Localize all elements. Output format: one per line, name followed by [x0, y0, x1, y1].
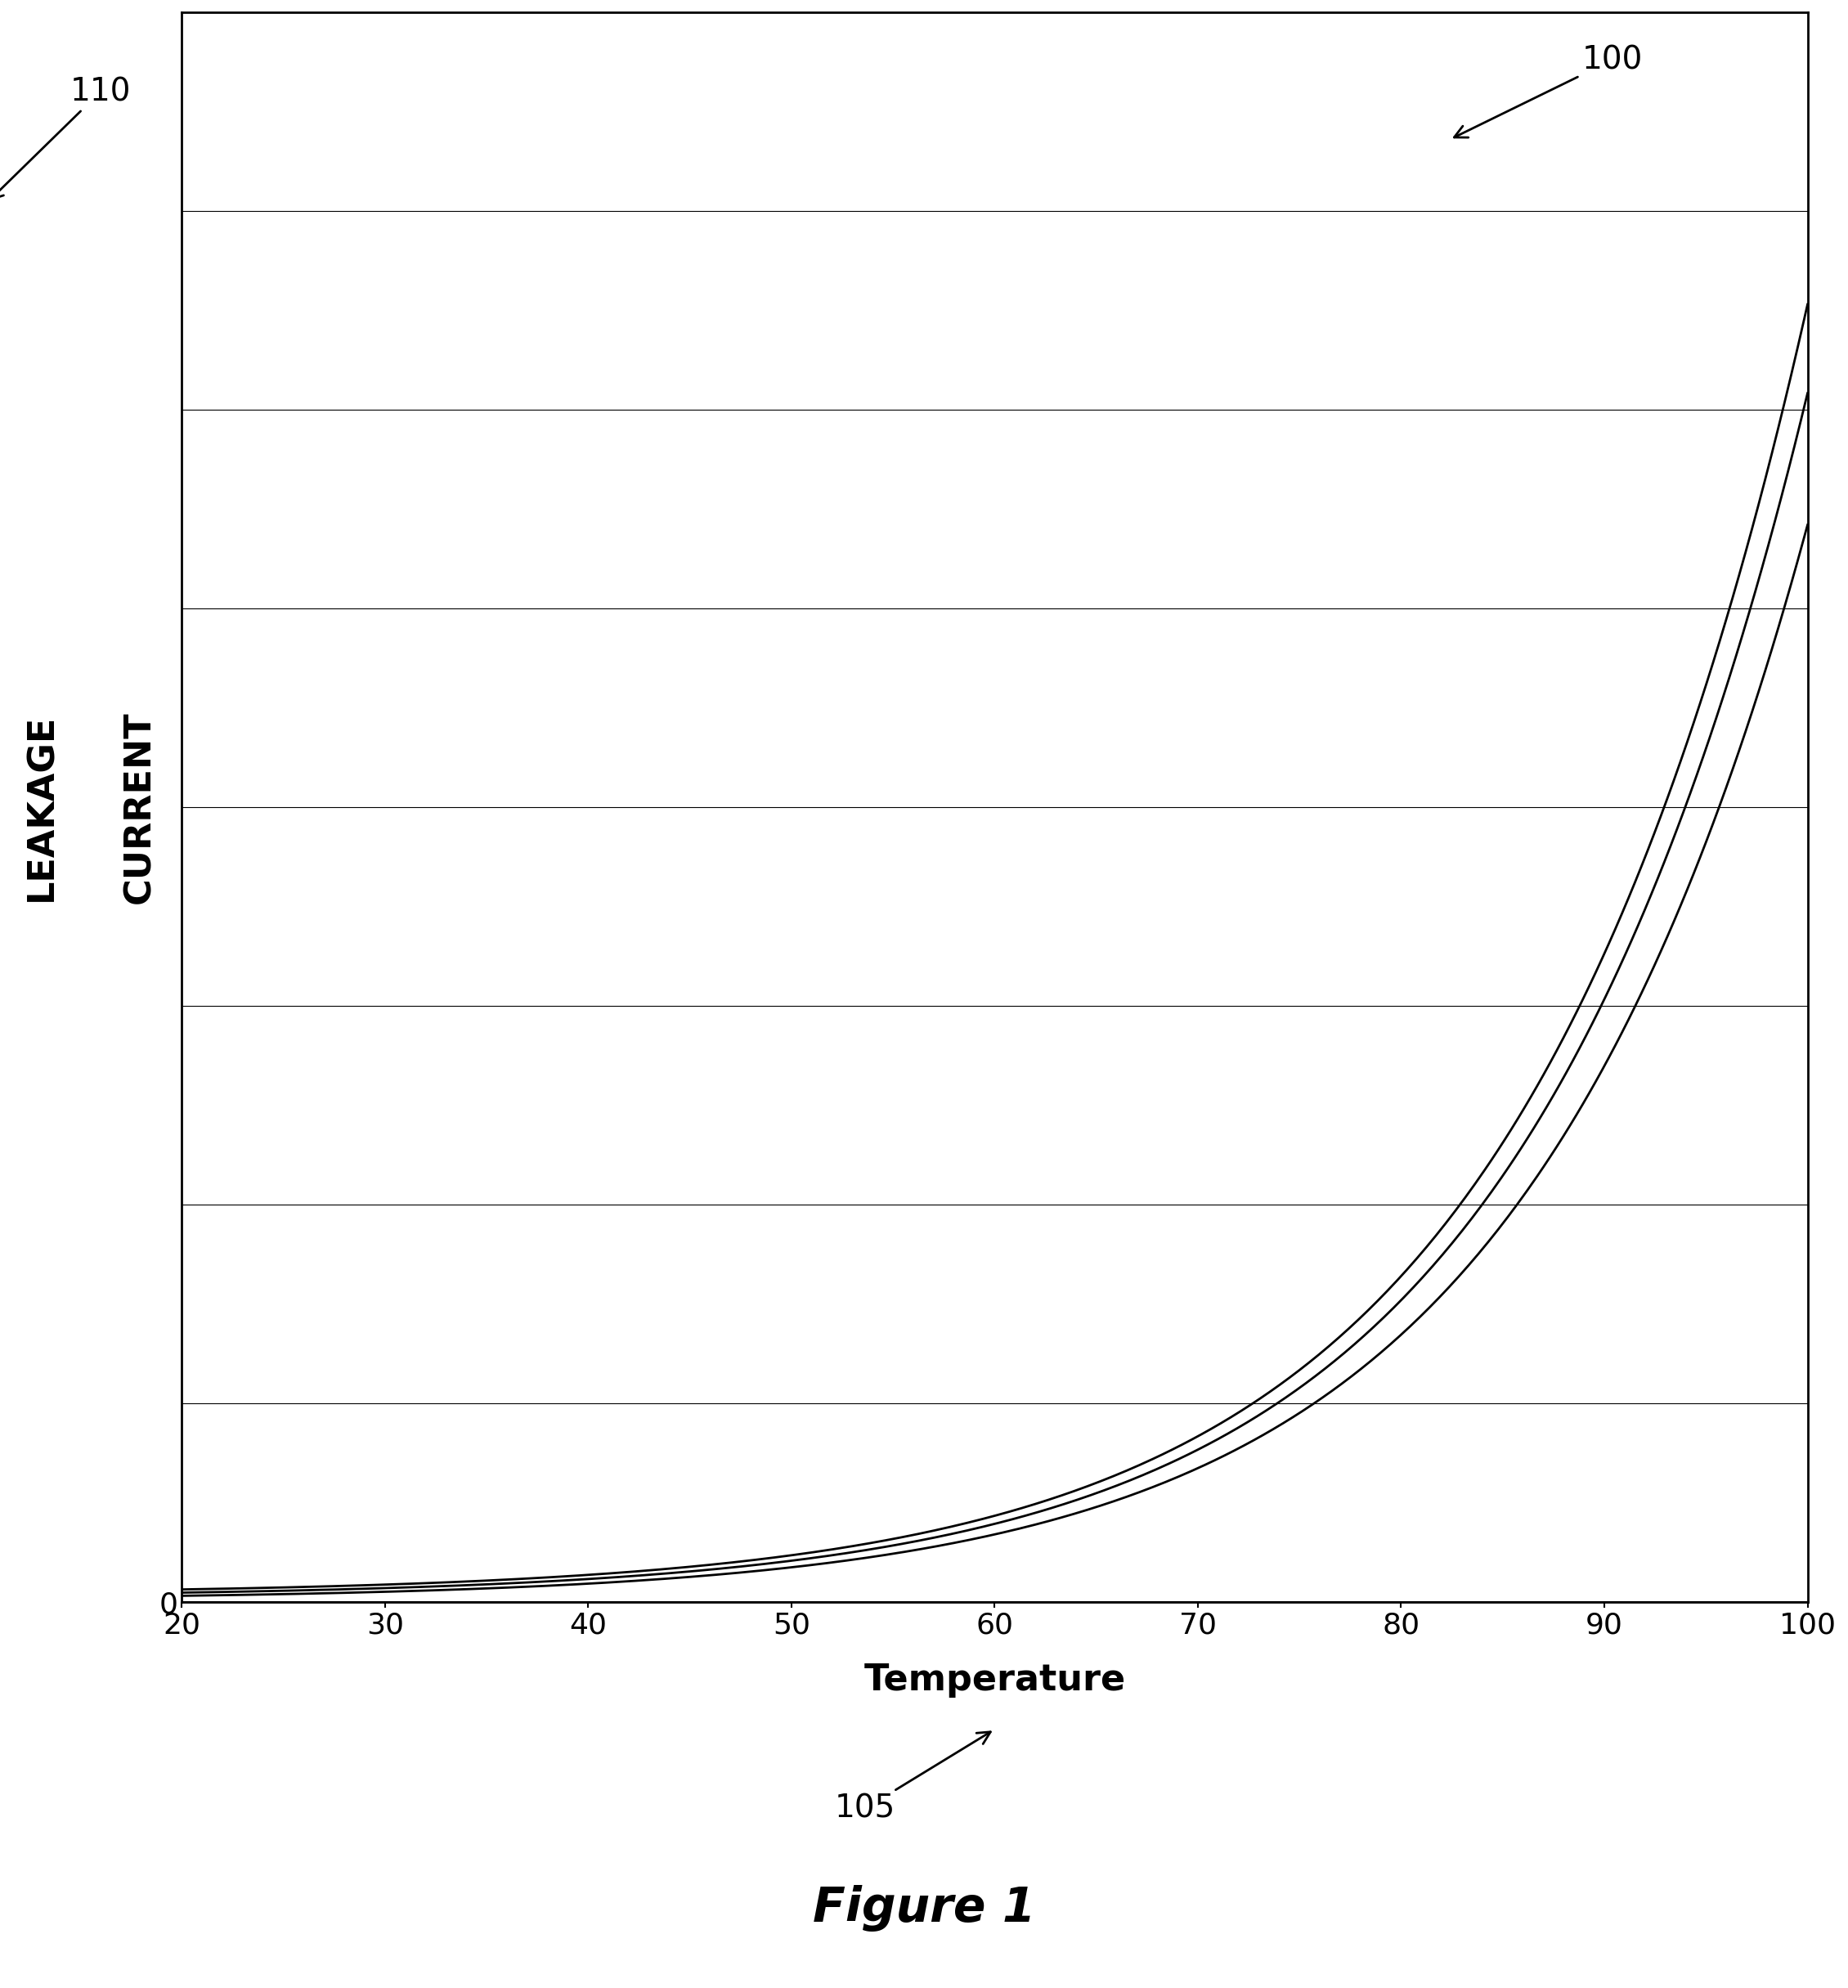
Text: 105: 105	[833, 1732, 991, 1825]
X-axis label: Temperature: Temperature	[863, 1662, 1125, 1698]
Text: 110: 110	[0, 76, 131, 199]
Y-axis label: LEAKAGE
 
CURRENT: LEAKAGE CURRENT	[24, 712, 157, 905]
Text: Figure 1: Figure 1	[813, 1885, 1035, 1932]
Text: 100: 100	[1454, 44, 1643, 137]
